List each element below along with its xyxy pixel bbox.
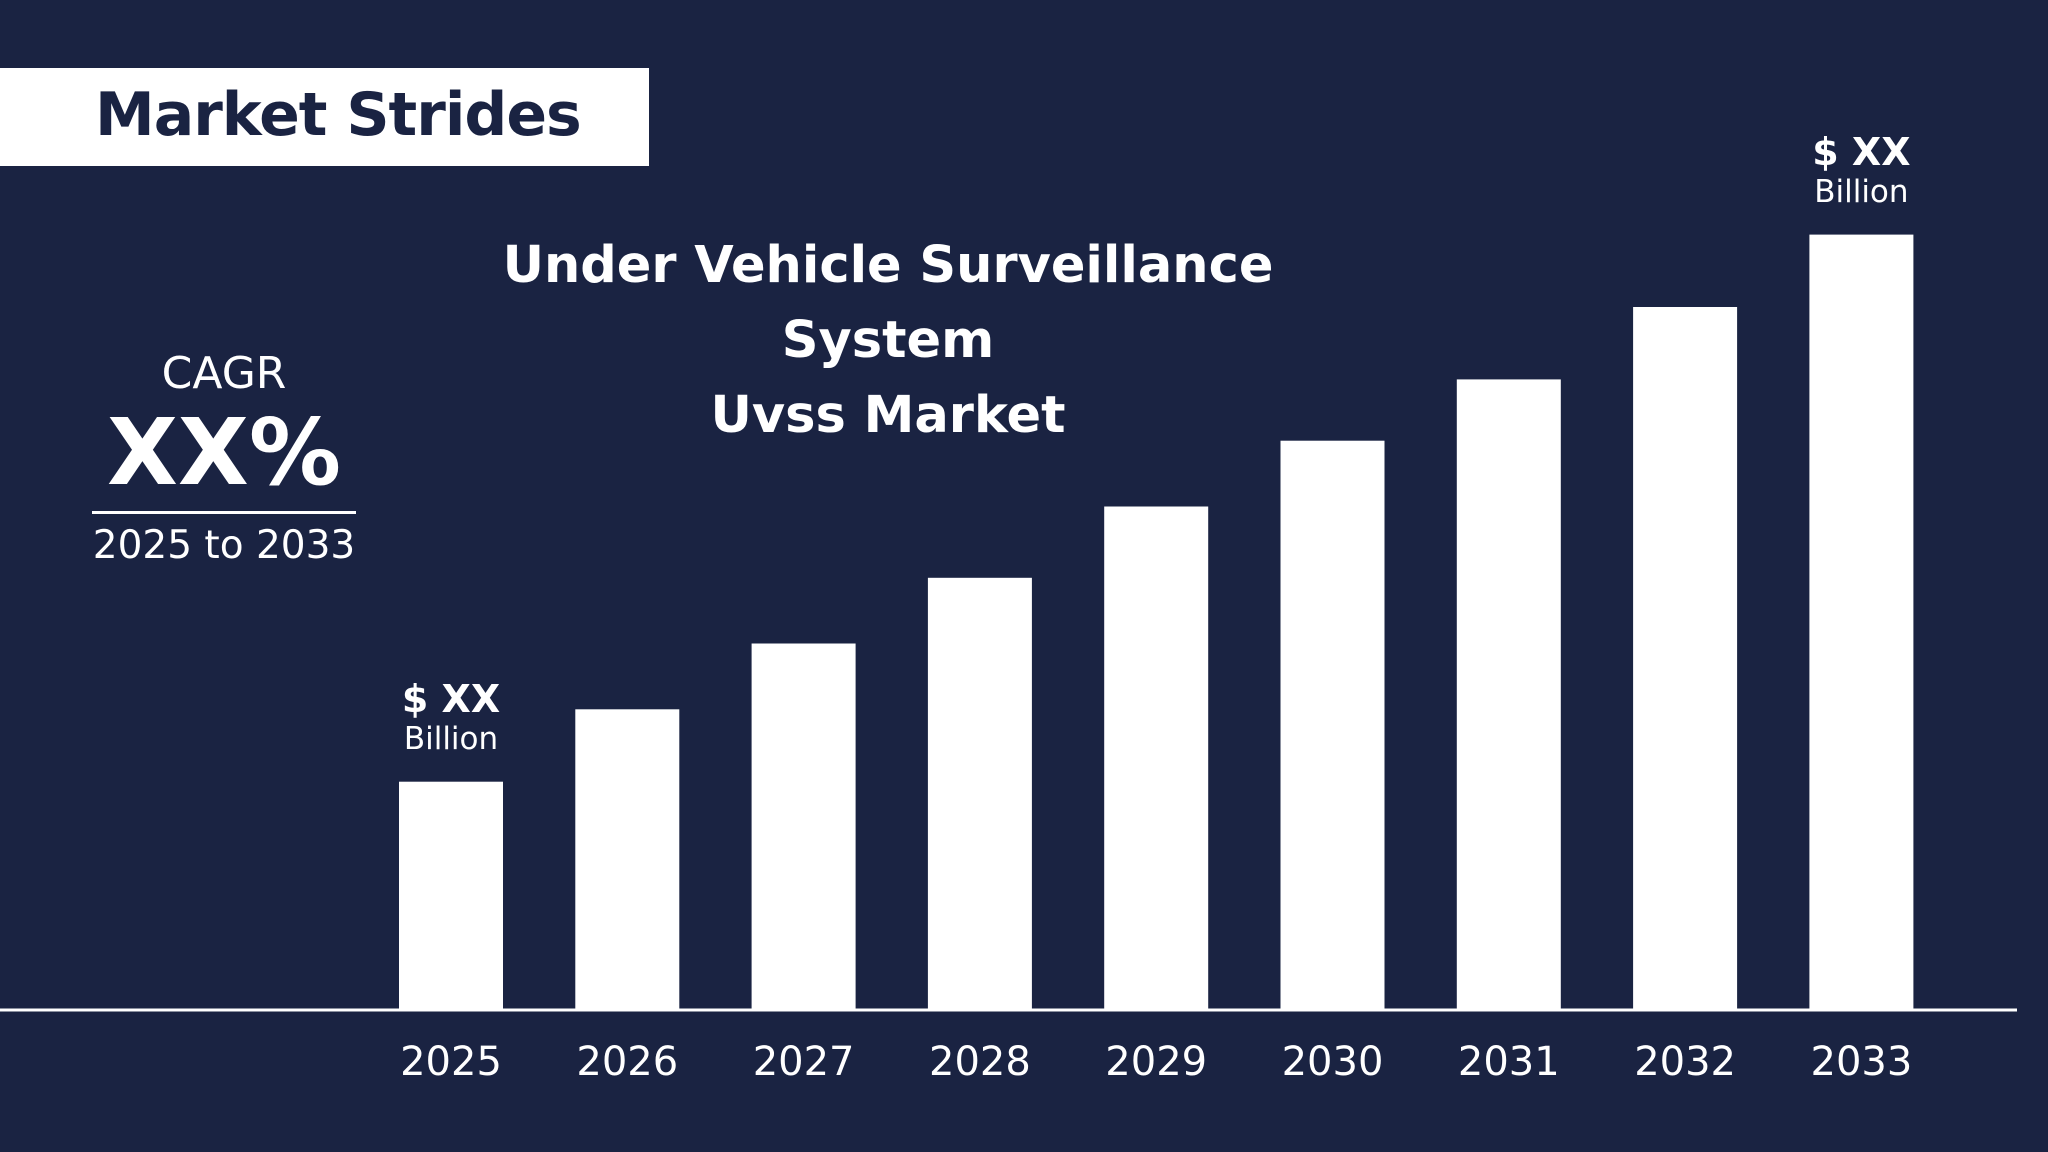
bar-unit-label: Billion <box>403 720 499 757</box>
x-tick-label-2031: 2031 <box>1458 1039 1560 1085</box>
cagr-panel: CAGR XX% 2025 to 2033 <box>84 345 364 570</box>
cagr-divider <box>92 511 356 514</box>
bar-2027 <box>751 643 856 1009</box>
bar-2026 <box>575 709 680 1009</box>
bar-2029 <box>1104 506 1209 1009</box>
chart-title: Under Vehicle Surveillance System Uvss M… <box>388 228 1388 453</box>
bar-2030 <box>1280 440 1385 1009</box>
cagr-label: CAGR <box>161 348 287 399</box>
bar-2025 <box>399 781 503 1009</box>
bar-2032 <box>1633 307 1738 1009</box>
chart-title-line-2: Uvss Market <box>710 386 1066 445</box>
bar-value-label: $ XX <box>1812 129 1911 174</box>
bar-2028 <box>927 577 1032 1009</box>
bar-callout-2025: $ XX Billion <box>351 678 551 758</box>
x-tick-label-2027: 2027 <box>753 1039 855 1085</box>
brand-logo: Market Strides <box>0 68 649 166</box>
x-tick-label-2032: 2032 <box>1634 1039 1736 1085</box>
cagr-value: XX% <box>106 399 342 506</box>
bar-unit-label: Billion <box>1814 173 1909 210</box>
registered-mark-icon <box>566 128 573 135</box>
chart-title-line-1: Under Vehicle Surveillance System <box>502 236 1274 370</box>
bar-2033 <box>1809 234 1914 1010</box>
x-tick-label-2029: 2029 <box>1105 1039 1207 1085</box>
x-tick-label-2028: 2028 <box>929 1039 1031 1085</box>
bar-value-label: $ XX <box>401 676 501 721</box>
bar-2031 <box>1456 379 1561 1009</box>
x-tick-label-2025: 2025 <box>400 1039 502 1085</box>
brand-name: Market Strides <box>95 80 582 150</box>
bar-callout-2033: $ XX Billion <box>1761 131 1961 211</box>
x-tick-label-2026: 2026 <box>576 1039 678 1085</box>
x-tick-label-2033: 2033 <box>1811 1039 1913 1085</box>
cagr-range: 2025 to 2033 <box>92 523 356 568</box>
x-tick-label-2030: 2030 <box>1282 1039 1384 1085</box>
